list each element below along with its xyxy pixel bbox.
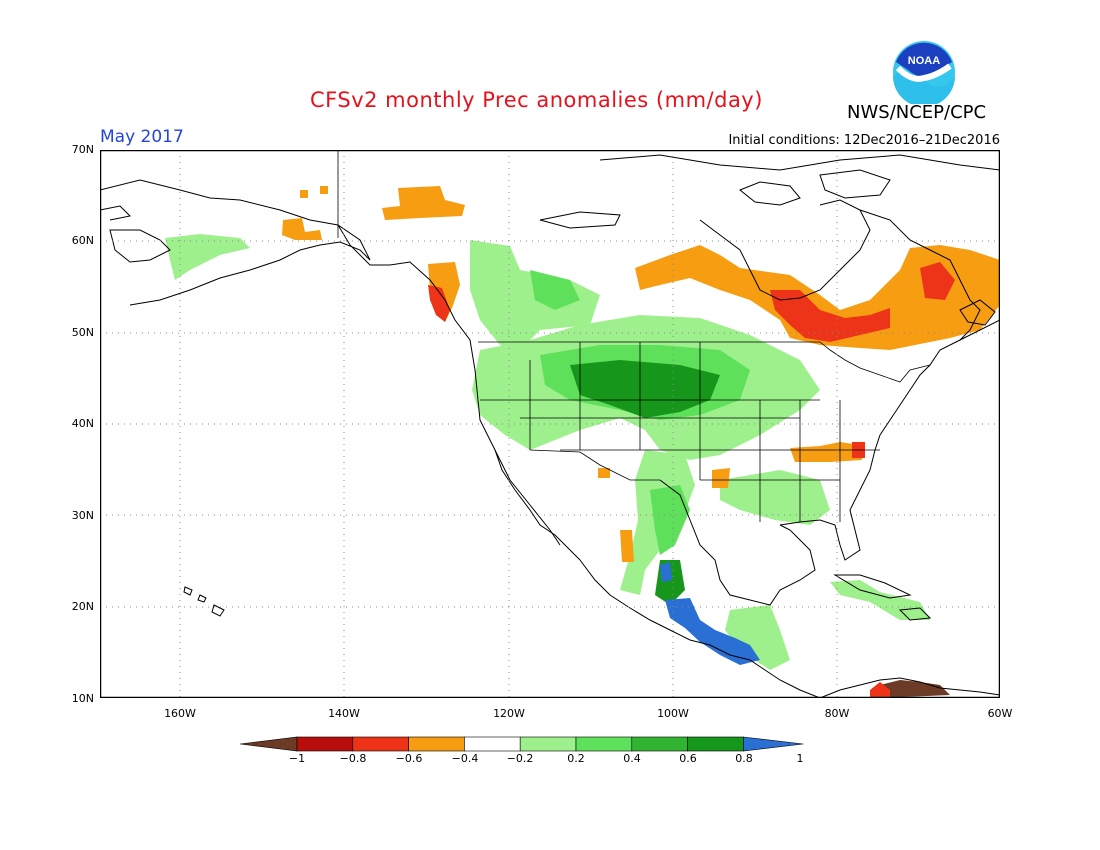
dry-mid-atlantic xyxy=(790,442,862,462)
lon-label-140w: 140W xyxy=(328,707,360,720)
map-frame xyxy=(100,150,1000,698)
dry-alaska-south xyxy=(282,218,322,240)
colorbar-label-8: 0.8 xyxy=(735,752,753,765)
logo-text: NOAA xyxy=(908,55,940,67)
colorbar-label-6: 0.4 xyxy=(623,752,641,765)
lon-label-100w: 100W xyxy=(657,707,689,720)
dry-alaska-dot xyxy=(300,190,308,198)
wet-alaska xyxy=(165,234,250,280)
wet-central-america xyxy=(725,605,790,670)
initial-conditions: Initial conditions: 12Dec2016–21Dec2016 xyxy=(728,133,1000,148)
colorbar-arrow-low xyxy=(240,736,298,752)
graticule xyxy=(100,150,1000,698)
colorbar-cell xyxy=(408,736,465,752)
lat-label-50n: 50N xyxy=(71,326,94,339)
anomaly-fields xyxy=(165,186,1000,698)
agency-label: NWS/NCEP/CPC xyxy=(847,102,987,123)
dry-spot-2 xyxy=(712,468,730,488)
colorbar-cell xyxy=(464,736,521,752)
colorbar-cell xyxy=(352,736,409,752)
noaa-logo: NOAA xyxy=(893,41,955,104)
colorbar-label-5: 0.2 xyxy=(567,752,585,765)
dry-alaska-panhandle-core xyxy=(428,285,450,322)
colorbar-label-4: −0.2 xyxy=(506,752,534,765)
lat-label-40n: 40N xyxy=(71,417,94,430)
wet-canada-medium xyxy=(530,270,580,310)
dry-venezuela-edge xyxy=(870,682,890,698)
lon-label-160w: 160W xyxy=(164,707,196,720)
very-dry-venezuela xyxy=(880,680,950,698)
dry-great-lakes-core xyxy=(770,290,890,342)
dry-alaska-dot-2 xyxy=(320,186,328,194)
colorbar-label-9: 1 xyxy=(796,752,804,765)
wet-southeast xyxy=(720,470,830,525)
lat-label-70n: 70N xyxy=(71,143,94,156)
colorbar-arrow-high xyxy=(743,736,804,752)
lon-label-60w: 60W xyxy=(987,707,1013,720)
map-title: CFSv2 monthly Prec anomalies (mm/day) xyxy=(310,88,763,112)
colorbar-cell xyxy=(296,736,354,752)
lat-label-10n: 10N xyxy=(71,692,94,705)
dry-yukon xyxy=(382,186,465,220)
colorbar-label-7: 0.6 xyxy=(679,752,697,765)
political-borders xyxy=(337,150,931,522)
colorbar-cell xyxy=(687,736,744,752)
colorbar-cell xyxy=(575,736,633,752)
lat-label-60n: 60N xyxy=(71,234,94,247)
dry-spot-1 xyxy=(598,468,610,478)
colorbar-label-0: −1 xyxy=(288,752,306,765)
dry-quebec-core xyxy=(920,262,955,300)
colorbar-cell xyxy=(519,736,577,752)
lon-label-120w: 120W xyxy=(493,707,525,720)
wet-mexico-medium xyxy=(650,485,690,555)
very-wet-southern-mexico xyxy=(665,598,760,665)
colorbar-cell xyxy=(631,736,688,752)
colorbar-label-1: −0.8 xyxy=(339,752,367,765)
wet-north-central-core xyxy=(570,360,720,418)
lat-label-30n: 30N xyxy=(71,509,94,522)
dry-quebec-ontario xyxy=(635,245,1000,350)
precip-anomaly-map xyxy=(100,150,1000,698)
very-wet-mexico-strip xyxy=(660,562,672,582)
lat-label-20n: 20N xyxy=(71,600,94,613)
colorbar-label-2: −0.6 xyxy=(395,752,423,765)
colorbar xyxy=(240,736,804,752)
colorbar-label-3: −0.4 xyxy=(451,752,479,765)
dry-mexico-spot xyxy=(620,530,634,562)
forecast-month: May 2017 xyxy=(100,127,184,147)
lon-label-80w: 80W xyxy=(824,707,850,720)
